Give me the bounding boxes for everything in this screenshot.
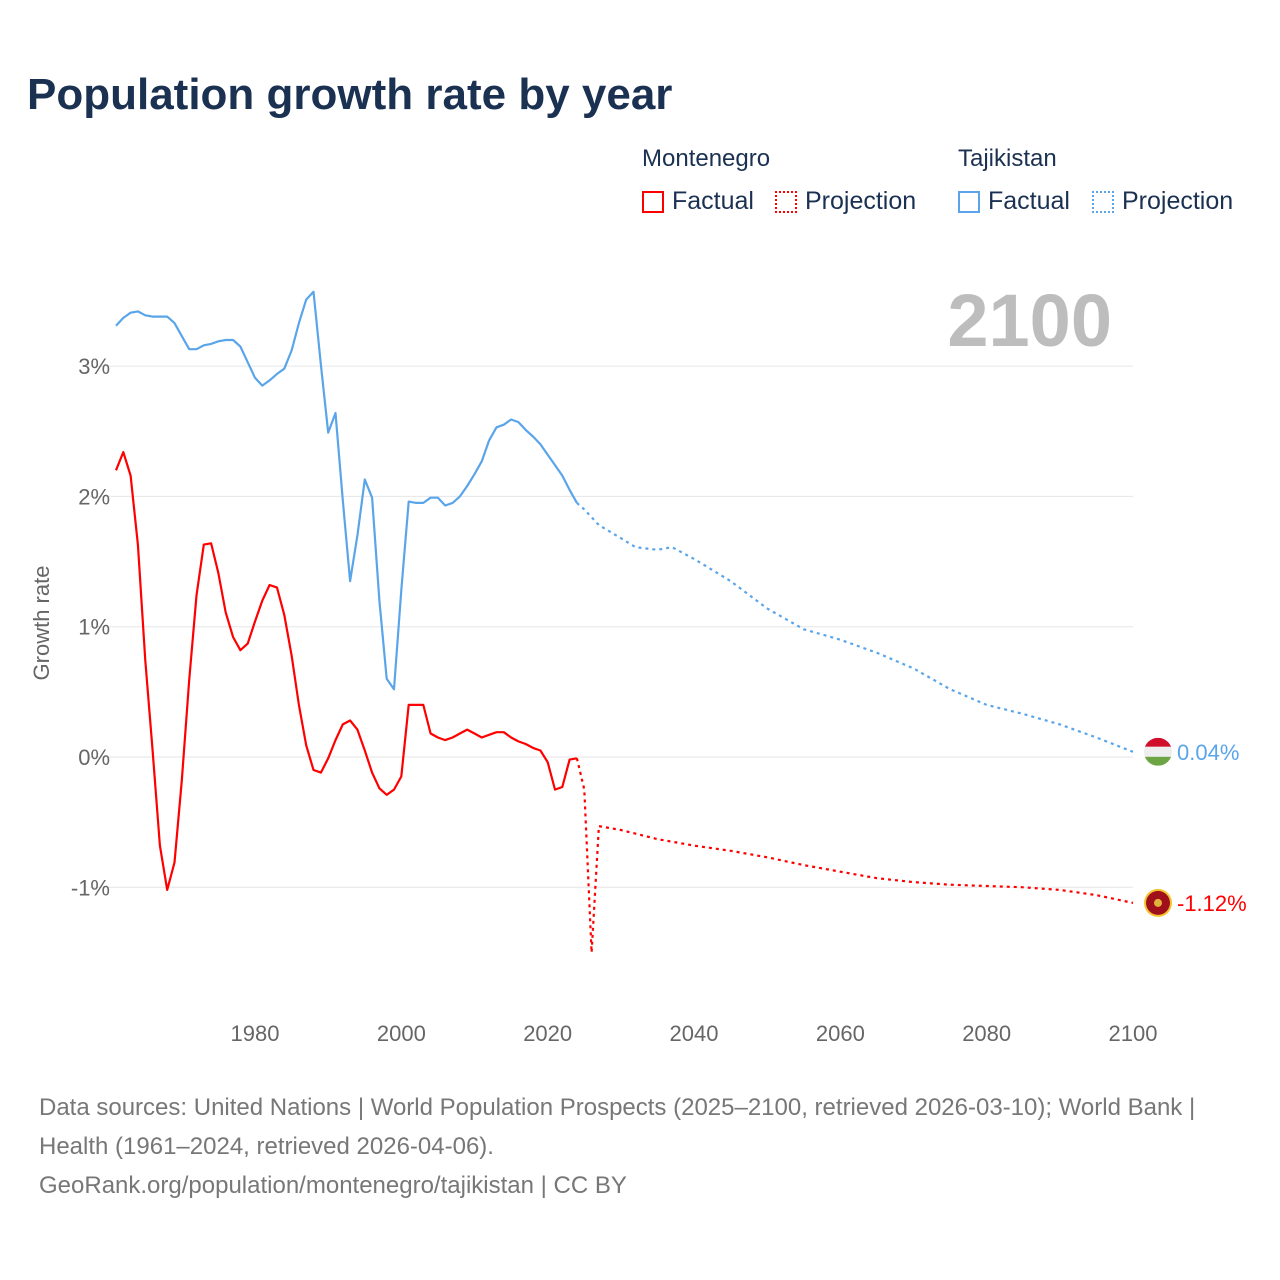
x-tick-label: 2060 <box>816 1021 865 1046</box>
legend-montenegro-factual[interactable]: Factual <box>642 187 754 216</box>
tajikistan-end-label: 0.04% <box>1177 740 1239 765</box>
montenegro-factual-line <box>114 451 578 892</box>
legend-label: Projection <box>1122 187 1234 215</box>
tajikistan-flag-icon <box>1144 737 1172 766</box>
x-tick-label: 2020 <box>523 1021 572 1046</box>
legend-montenegro-projection[interactable]: Projection <box>775 187 916 216</box>
legend-group-tajikistan: Tajikistan <box>958 145 1057 172</box>
x-tick-label: 2000 <box>377 1021 426 1046</box>
legend-group-montenegro: Montenegro <box>642 145 771 172</box>
legend-label: Factual <box>988 187 1070 215</box>
legend-tajikistan-projection[interactable]: Projection <box>1092 187 1233 216</box>
montenegro-end-label: -1.12% <box>1177 891 1247 916</box>
footer: Data sources: United Nations | World Pop… <box>39 1088 1239 1205</box>
y-tick-label: -1% <box>71 875 110 900</box>
year-display: 2100 <box>947 279 1112 362</box>
legend-swatch <box>775 190 797 213</box>
chart-title: Population growth rate by year <box>27 70 673 119</box>
footer-url[interactable]: GeoRank.org/population/montenegro/tajiki… <box>39 1172 627 1199</box>
tajikistan-projection-line <box>576 502 1134 753</box>
x-tick-label: 2040 <box>670 1021 719 1046</box>
x-tick-label: 1980 <box>231 1021 280 1046</box>
montenegro-projection-line <box>575 758 1134 953</box>
y-tick-label: 0% <box>78 745 110 770</box>
flag-emblem <box>1154 898 1162 907</box>
legend-swatch <box>958 190 980 213</box>
legend-label: Projection <box>805 187 917 215</box>
legend-label: Factual <box>672 187 754 215</box>
legend-swatch <box>1092 190 1114 213</box>
x-tick-label: 2080 <box>962 1021 1011 1046</box>
x-tick-label: 2100 <box>1109 1021 1158 1046</box>
y-tick-label: 1% <box>78 615 110 640</box>
y-tick-label: 3% <box>78 354 110 379</box>
footer-sources: Data sources: United Nations | World Pop… <box>39 1094 1196 1160</box>
tajikistan-factual-line <box>115 290 578 691</box>
y-tick-label: 2% <box>78 484 110 509</box>
legend-tajikistan-factual[interactable]: Factual <box>958 187 1070 216</box>
legend-swatch <box>642 190 664 213</box>
